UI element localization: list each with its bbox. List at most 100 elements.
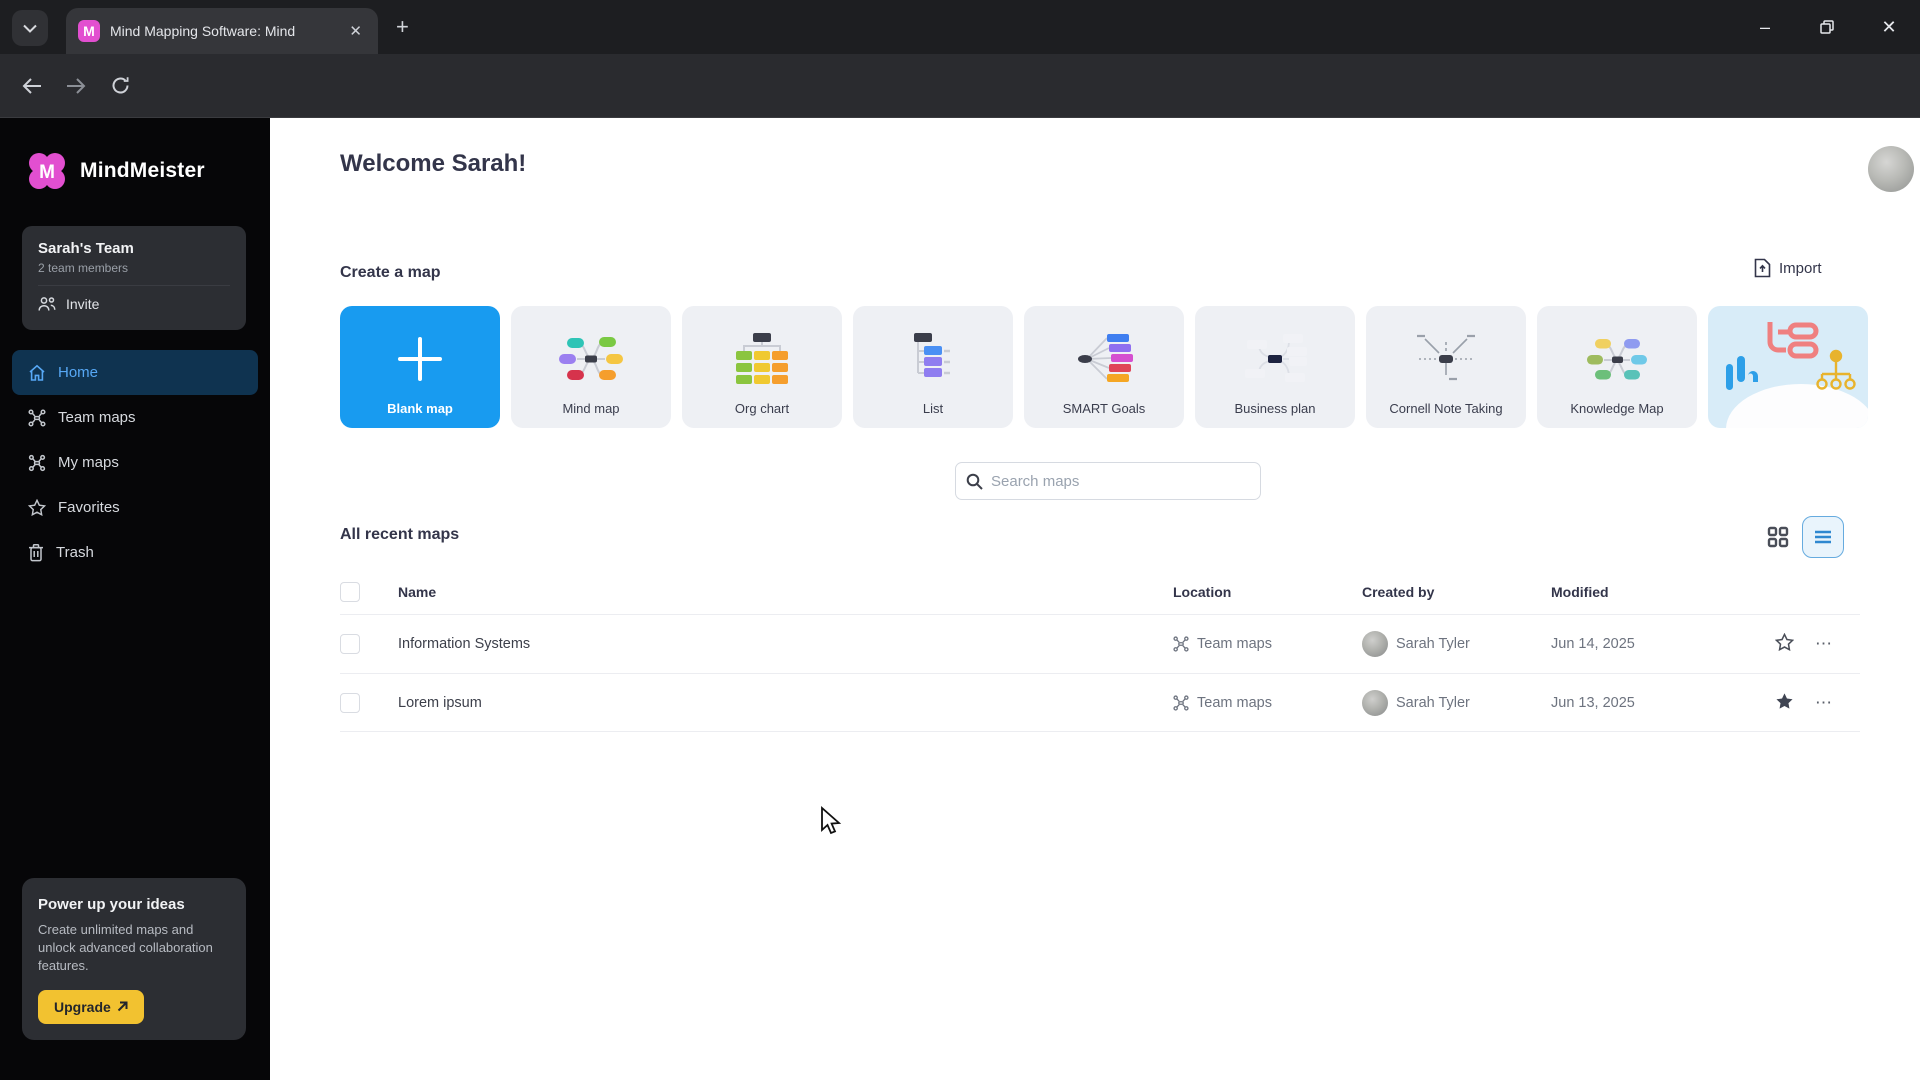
trash-icon — [29, 543, 43, 561]
column-header-name: Name — [398, 584, 437, 600]
team-name: Sarah's Team — [38, 240, 134, 257]
sidebar-item-home[interactable]: Home — [12, 350, 258, 395]
brand-name: MindMeister — [80, 159, 205, 182]
template-cards: Blank map Mind map — [340, 306, 1868, 428]
map-modified-date: Jun 14, 2025 — [1551, 636, 1635, 652]
brand[interactable]: M MindMeister — [26, 150, 205, 192]
sidebar-item-label: Trash — [56, 544, 94, 561]
map-name[interactable]: Lorem ipsum — [398, 694, 482, 711]
mind-map-icon — [559, 337, 623, 380]
sidebar-item-favorites[interactable]: Favorites — [12, 485, 258, 530]
column-header-location: Location — [1173, 584, 1232, 600]
favorite-star-outline-icon[interactable] — [1774, 632, 1795, 652]
upgrade-promo-card: Power up your ideas Create unlimited map… — [22, 878, 246, 1040]
search-icon — [966, 473, 983, 490]
list-icon — [914, 333, 950, 377]
org-chart-icon — [736, 333, 788, 384]
restore-icon — [1820, 20, 1834, 34]
template-list[interactable]: List — [853, 306, 1013, 428]
user-avatar[interactable] — [1868, 146, 1914, 192]
invite-people-icon — [38, 297, 56, 311]
sidebar-item-trash[interactable]: Trash — [12, 530, 258, 575]
browser-toolbar: mindmeister.com/app/home Incognito ⋮ — [0, 54, 1920, 160]
chevron-down-icon — [23, 24, 37, 33]
map-location: Team maps — [1197, 636, 1272, 652]
mindmeister-logo-icon: M — [29, 153, 65, 189]
create-map-heading: Create a map — [340, 264, 441, 281]
invite-button[interactable]: Invite — [38, 286, 230, 322]
forward-button[interactable] — [54, 64, 98, 108]
tab-search-chevron-button[interactable] — [12, 10, 48, 46]
mouse-cursor — [821, 806, 842, 835]
sidebar-item-label: Team maps — [58, 409, 136, 426]
sidebar-nav: Home Team maps My maps Favorites Trash — [12, 350, 258, 575]
list-view-button[interactable] — [1802, 516, 1844, 558]
knowledge-map-icon — [1587, 339, 1647, 380]
window-controls: – ✕ — [1734, 0, 1920, 54]
invite-label: Invite — [66, 296, 100, 312]
tab-title: Mind Mapping Software: Mind — [110, 23, 296, 39]
row-checkbox[interactable] — [340, 634, 360, 654]
reload-icon — [112, 77, 128, 94]
browser-tab[interactable]: M Mind Mapping Software: Mind ✕ — [66, 8, 378, 54]
sidebar-item-label: Favorites — [58, 499, 120, 516]
template-label: Cornell Note Taking — [1389, 401, 1503, 416]
my-maps-icon — [28, 454, 46, 471]
view-toggles — [1766, 516, 1844, 558]
upgrade-button[interactable]: Upgrade — [38, 989, 144, 1024]
sidebar-item-team-maps[interactable]: Team maps — [12, 395, 258, 440]
map-name[interactable]: Information Systems — [398, 636, 531, 652]
new-tab-button[interactable]: + — [396, 14, 409, 39]
browser-tabstrip: M Mind Mapping Software: Mind ✕ + – ✕ — [0, 0, 1920, 54]
grid-view-icon[interactable] — [1766, 525, 1790, 549]
back-icon — [22, 77, 41, 94]
sidebar-item-label: My maps — [58, 454, 119, 471]
table-row[interactable]: Lorem ipsum Team maps Sarah Tyler Jun 13… — [340, 673, 1860, 732]
template-label: List — [922, 401, 944, 416]
row-menu-button[interactable]: ⋯ — [1815, 634, 1833, 653]
template-org-chart[interactable]: Org chart — [682, 306, 842, 428]
page-title: Welcome Sarah! — [340, 150, 527, 177]
recent-maps-heading: All recent maps — [340, 526, 460, 543]
import-icon — [1754, 258, 1771, 278]
import-label: Import — [1779, 259, 1822, 277]
reload-button[interactable] — [98, 64, 142, 108]
template-knowledge-map[interactable]: Knowledge Map — [1537, 306, 1697, 428]
team-members-count: 2 team members — [38, 261, 230, 286]
favorite-star-filled-icon[interactable] — [1775, 692, 1794, 710]
cornell-note-taking-icon — [1417, 334, 1475, 381]
row-checkbox[interactable] — [340, 692, 360, 713]
template-smart-goals[interactable]: SMART Goals — [1024, 306, 1184, 428]
select-all-checkbox[interactable] — [340, 582, 360, 602]
creator-avatar — [1362, 631, 1388, 657]
map-modified-date: Jun 13, 2025 — [1551, 694, 1635, 711]
map-creator: Sarah Tyler — [1396, 636, 1470, 652]
template-blank-map[interactable]: Blank map — [340, 306, 500, 428]
template-business-plan[interactable]: Business plan — [1195, 306, 1355, 428]
smart-goals-icon — [1078, 334, 1133, 382]
search-input[interactable] — [991, 472, 1250, 490]
team-maps-icon — [1173, 636, 1189, 652]
window-restore-button[interactable] — [1796, 0, 1858, 54]
column-header-created-by: Created by — [1362, 584, 1435, 600]
sidebar-item-label: Home — [58, 364, 99, 381]
sidebar-item-my-maps[interactable]: My maps — [12, 440, 258, 485]
window-minimize-button[interactable]: – — [1759, 16, 1770, 37]
home-icon — [29, 364, 45, 381]
back-button[interactable] — [10, 64, 54, 108]
import-button[interactable]: Import — [1754, 258, 1822, 278]
all-templates-icon — [1726, 322, 1856, 390]
tab-close-icon[interactable]: ✕ — [349, 23, 362, 40]
row-menu-button[interactable]: ⋯ — [1815, 692, 1833, 712]
team-switcher[interactable]: Sarah's Team 2 team members Invite — [22, 226, 246, 330]
promo-body: Create unlimited maps and unlock advance… — [38, 922, 213, 974]
upgrade-label: Upgrade — [54, 998, 111, 1015]
table-row[interactable]: Information Systems Team maps Sarah Tyle… — [340, 614, 1860, 673]
template-all-templates[interactable]: All templates — [1708, 306, 1868, 428]
map-creator: Sarah Tyler — [1396, 694, 1470, 711]
template-cornell-note-taking[interactable]: Cornell Note Taking — [1366, 306, 1526, 428]
window-close-button[interactable]: ✕ — [1881, 16, 1897, 37]
promo-title: Power up your ideas — [38, 896, 185, 913]
template-label: Mind map — [562, 401, 620, 416]
template-mind-map[interactable]: Mind map — [511, 306, 671, 428]
